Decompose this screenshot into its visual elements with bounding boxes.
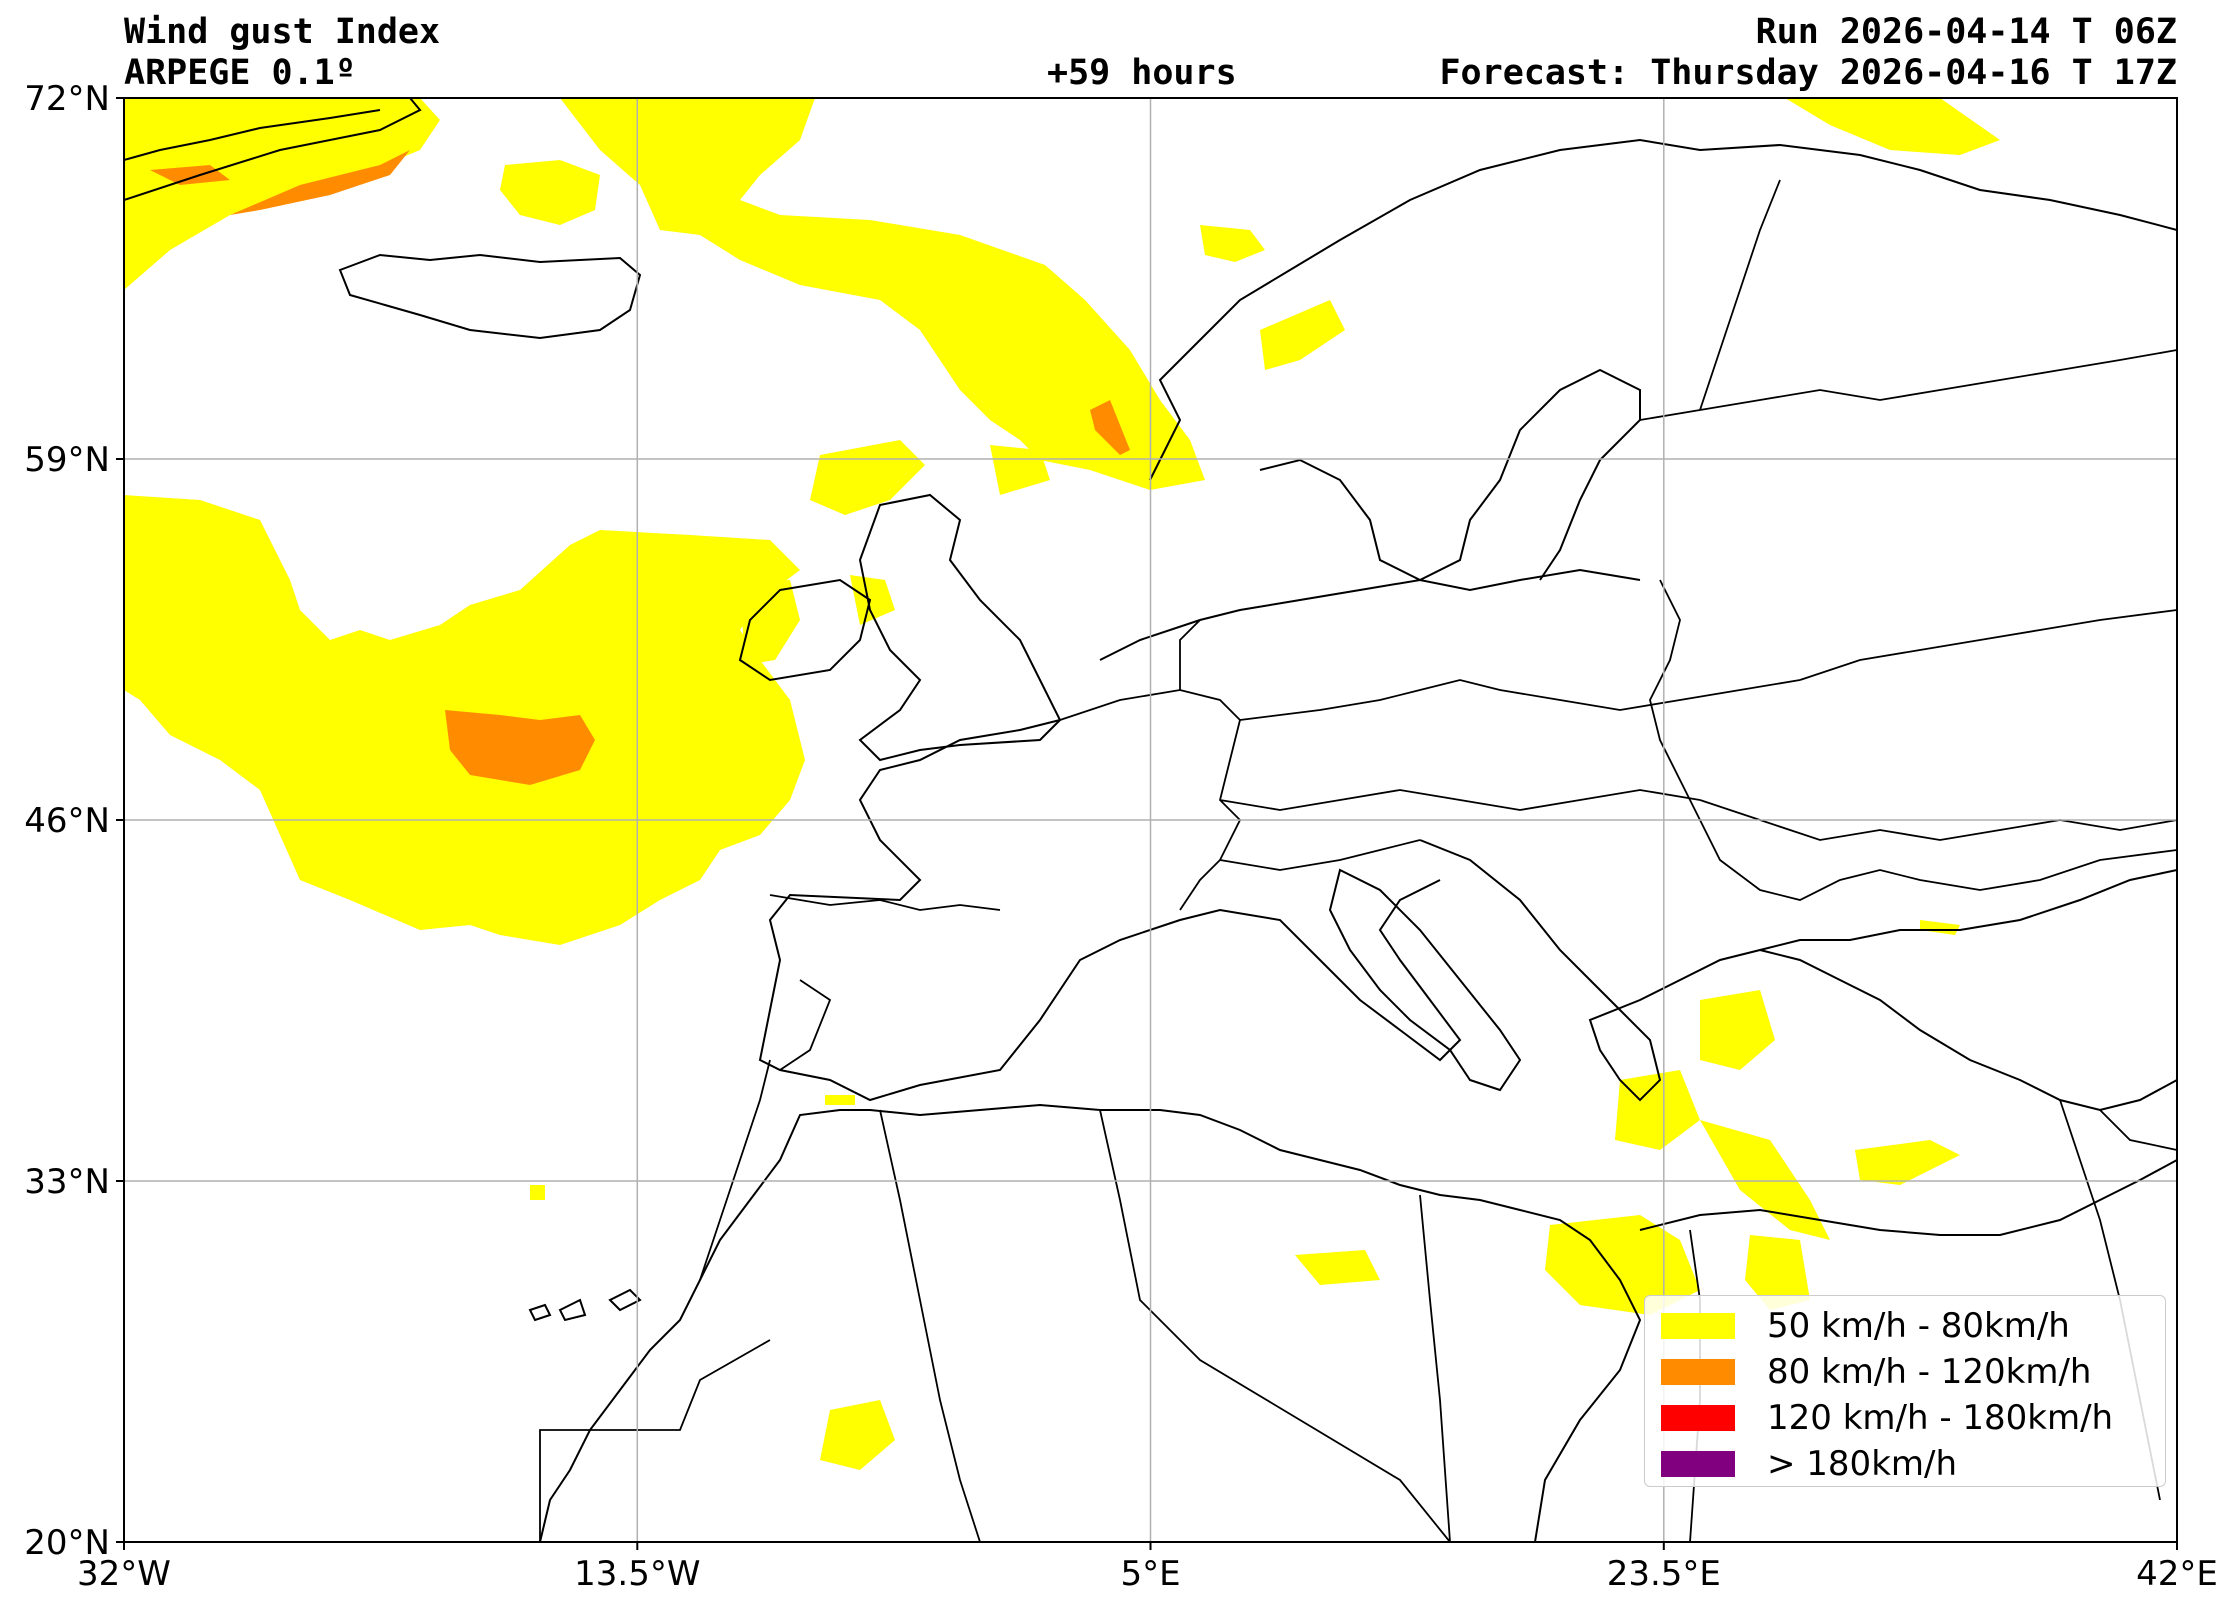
- legend-swatch: [1661, 1405, 1735, 1431]
- legend-item: 50 km/h - 80km/h: [1661, 1306, 2070, 1346]
- coastline-greenland: [124, 98, 422, 201]
- gust-area-libya: [1545, 1215, 1810, 1315]
- gust-area-norwegian-sea: [560, 98, 1205, 490]
- x-tick-label: 23.5°E: [1607, 1554, 1721, 1594]
- y-tick-label: 72°N: [24, 79, 110, 119]
- legend-item: > 180km/h: [1661, 1444, 1957, 1484]
- legend-item: 80 km/h - 120km/h: [1661, 1352, 2091, 1392]
- model-label: ARPEGE 0.1º: [124, 53, 356, 93]
- coastline-north-africa: [539, 1103, 1642, 1542]
- border-central-europe: [1059, 619, 1801, 911]
- border-russia: [1639, 179, 2177, 421]
- border-iberia: [769, 894, 1001, 1071]
- country-borders: [539, 179, 2177, 1542]
- axis-ticks: [116, 97, 2178, 1550]
- gust-area-strong-norway: [1090, 400, 1130, 455]
- run-label: Run 2026-04-14 T 06Z: [1755, 12, 2177, 52]
- coastline-british-isles: [738, 493, 1062, 762]
- y-tick-label: 20°N: [24, 1523, 110, 1563]
- legend: 50 km/h - 80km/h 80 km/h - 120km/h 120 k…: [1644, 1295, 2166, 1487]
- x-tick-label: 32°W: [77, 1554, 171, 1594]
- coastline-italy: [1328, 868, 1522, 1092]
- gust-area-ireland: [850, 575, 895, 625]
- legend-label: > 180km/h: [1767, 1444, 1958, 1484]
- legend-label: 80 km/h - 120km/h: [1767, 1352, 2092, 1392]
- legend-swatch: [1661, 1313, 1735, 1339]
- gust-area-iceland-north: [500, 160, 600, 225]
- gust-area-strong-iceland: [150, 150, 410, 215]
- coastline-canary: [528, 1288, 642, 1322]
- coastline-balkans-greece: [1419, 839, 2177, 1102]
- gust-area-greenland-sea: [1785, 98, 2000, 155]
- coastline-iceland: [338, 253, 642, 340]
- legend-swatch: [1661, 1451, 1735, 1477]
- x-tick-label: 42°E: [2136, 1554, 2218, 1594]
- legend-label: 120 km/h - 180km/h: [1767, 1398, 2114, 1438]
- lead-time-label: +59 hours: [1047, 53, 1237, 93]
- border-eastern-europe: [1649, 579, 2177, 901]
- gust-area-iberia-west: [740, 580, 800, 665]
- forecast-label: Forecast: Thursday 2026-04-16 T 17Z: [1439, 53, 2177, 93]
- gust-area-norway-coast: [1260, 300, 1345, 370]
- y-tick-label: 59°N: [24, 440, 110, 480]
- map-grid: [124, 98, 2177, 1542]
- gust-area-strong-atlantic: [445, 710, 595, 785]
- border-africa: [539, 1059, 1701, 1542]
- legend-swatch: [1661, 1359, 1735, 1385]
- coastlines: [124, 98, 2177, 1542]
- coastline-scandinavia: [1149, 138, 2177, 582]
- coastline-turkey: [1759, 949, 2177, 1112]
- y-tick-label: 33°N: [24, 1162, 110, 1202]
- gust-area-crete: [1855, 1140, 1960, 1185]
- map-title: Wind gust Index: [124, 12, 441, 52]
- x-tick-label: 5°E: [1120, 1554, 1180, 1594]
- gust-area-balearic: [1700, 990, 1775, 1070]
- gust-area-aegean: [1615, 1070, 1830, 1240]
- y-tick-label: 46°N: [24, 801, 110, 841]
- gust-area-shetland: [1200, 225, 1265, 262]
- coastline-europe-mainland: [758, 568, 1641, 1102]
- coastline-libya-egypt: [1639, 1159, 2177, 1236]
- gust-area-tunisia: [1295, 1250, 1380, 1285]
- gust-area-sahara: [820, 1400, 895, 1470]
- legend-item: 120 km/h - 180km/h: [1661, 1398, 2113, 1438]
- x-tick-label: 13.5°W: [574, 1554, 700, 1594]
- legend-label: 50 km/h - 80km/h: [1767, 1306, 2070, 1346]
